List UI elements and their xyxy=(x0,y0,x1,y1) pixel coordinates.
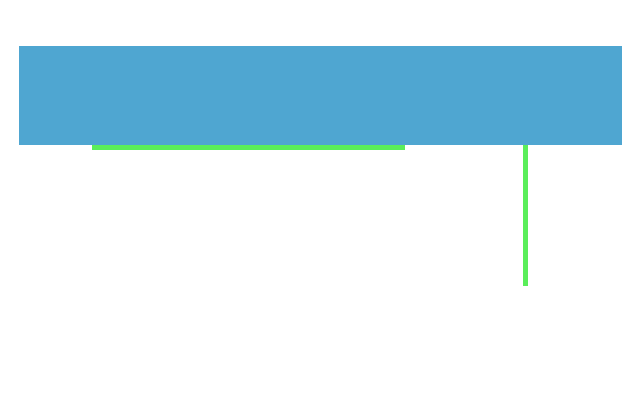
green-dropline-marker xyxy=(523,145,528,286)
green-underline-marker xyxy=(92,145,405,150)
blue-bar xyxy=(19,46,622,145)
